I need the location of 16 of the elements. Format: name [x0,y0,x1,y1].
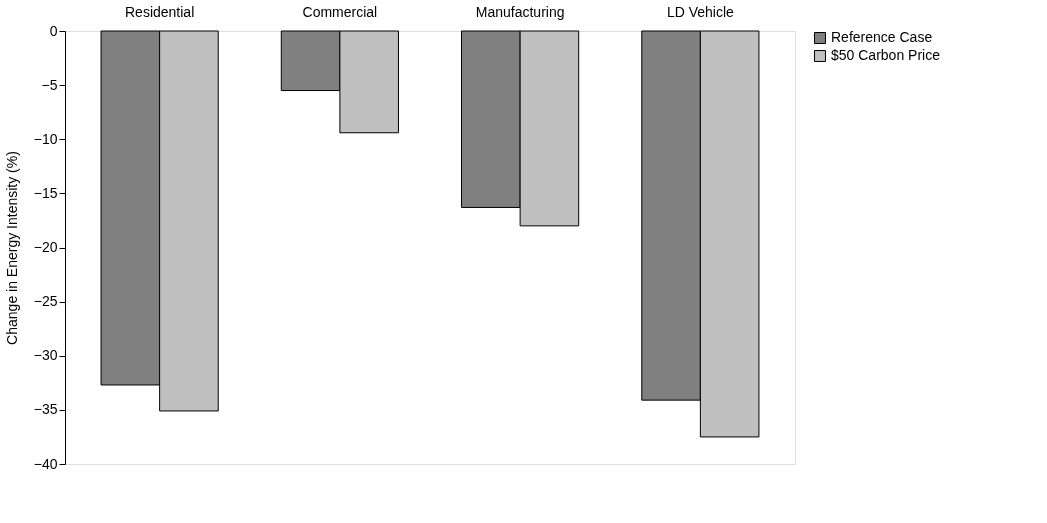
y-tick-label: 0 [49,22,58,39]
y-tick-label: −10 [33,130,58,147]
y-tick-label: −15 [33,184,58,201]
legend-label: Reference Case [831,29,933,45]
y-tick-label: −20 [33,239,58,255]
y-tick-label: −5 [41,76,58,93]
y-tick-label: −25 [33,293,58,310]
x-tick-label: LD Vehicle [666,3,735,20]
x-tick-label: Commercial [302,3,378,20]
y-tick-label: −30 [33,347,58,364]
y-tick-label: −35 [33,401,58,418]
y-tick-label: −40 [33,455,58,472]
x-tick-label: Manufacturing [475,3,565,20]
x-tick-label: Residential [125,3,195,20]
legend-label: $50 Carbon Price [831,47,941,63]
y-axis-title: Change in Energy Intensity (%) [3,151,20,345]
